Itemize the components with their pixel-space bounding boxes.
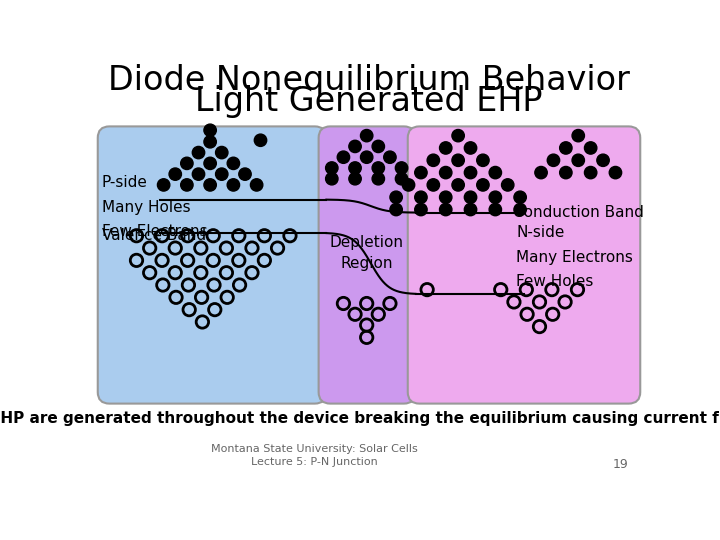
Text: N-side
Many Electrons
Few Holes: N-side Many Electrons Few Holes [516,225,633,289]
Circle shape [489,204,502,215]
Circle shape [415,166,427,179]
Text: 19: 19 [613,458,629,471]
Circle shape [402,179,415,191]
Circle shape [349,162,361,174]
Circle shape [547,154,559,166]
Circle shape [204,136,216,148]
Circle shape [251,179,263,191]
Circle shape [464,204,477,215]
Circle shape [502,179,514,191]
Text: Conduction Band: Conduction Band [513,205,644,220]
Circle shape [390,204,402,215]
Circle shape [349,140,361,153]
FancyBboxPatch shape [408,126,640,403]
Circle shape [452,154,464,166]
Text: Valence Band: Valence Band [102,228,206,243]
Circle shape [489,191,502,204]
Circle shape [215,146,228,159]
Text: Depletion
Region: Depletion Region [330,235,404,272]
Circle shape [489,166,502,179]
Circle shape [452,179,464,191]
Circle shape [228,179,240,191]
Circle shape [415,191,427,204]
Circle shape [384,151,396,164]
Circle shape [169,168,181,180]
Circle shape [395,162,408,174]
Circle shape [372,173,384,185]
Circle shape [439,142,452,154]
Circle shape [427,154,439,166]
FancyBboxPatch shape [98,126,326,403]
Circle shape [204,179,216,191]
Text: Diode Nonequilibrium Behavior: Diode Nonequilibrium Behavior [108,64,630,97]
Circle shape [372,162,384,174]
Circle shape [477,179,489,191]
Circle shape [559,166,572,179]
Circle shape [597,154,609,166]
Text: EHP are generated throughout the device breaking the equilibrium causing current: EHP are generated throughout the device … [0,411,720,427]
Circle shape [181,179,193,191]
Circle shape [439,191,452,204]
Circle shape [572,130,585,142]
Circle shape [204,157,216,170]
Circle shape [390,191,402,204]
Circle shape [514,191,526,204]
Circle shape [609,166,621,179]
Circle shape [349,173,361,185]
FancyBboxPatch shape [319,126,415,403]
Circle shape [415,204,427,215]
Circle shape [439,166,452,179]
Circle shape [158,179,170,191]
Circle shape [535,166,547,179]
Circle shape [427,179,439,191]
Circle shape [337,151,350,164]
Circle shape [439,204,452,215]
Circle shape [215,168,228,180]
Circle shape [464,191,477,204]
Circle shape [372,140,384,153]
Circle shape [477,154,489,166]
Circle shape [514,204,526,215]
Circle shape [559,142,572,154]
Circle shape [192,146,204,159]
Circle shape [204,124,216,137]
Circle shape [464,166,477,179]
Circle shape [361,130,373,142]
Text: P-side
Many Holes
Few Electrons: P-side Many Holes Few Electrons [102,175,207,239]
Circle shape [361,151,373,164]
Circle shape [239,168,251,180]
Circle shape [325,162,338,174]
Circle shape [395,173,408,185]
Text: Montana State University: Solar Cells
Lecture 5: P-N Junction: Montana State University: Solar Cells Le… [212,443,418,467]
Circle shape [452,130,464,142]
Circle shape [254,134,266,146]
Circle shape [464,142,477,154]
Circle shape [585,166,597,179]
Circle shape [585,142,597,154]
Circle shape [325,173,338,185]
Circle shape [192,168,204,180]
Circle shape [181,157,193,170]
Circle shape [228,157,240,170]
Text: Light Generated EHP: Light Generated EHP [195,85,543,118]
Circle shape [572,154,585,166]
